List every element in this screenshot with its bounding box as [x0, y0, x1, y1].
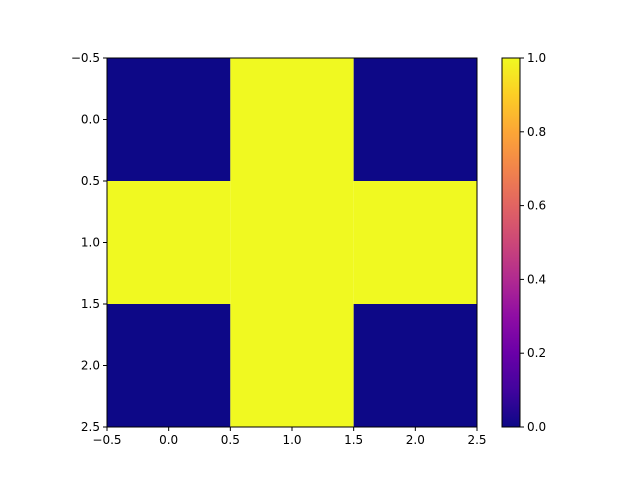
colorbar-tick-label: 0.8 [527, 125, 546, 139]
colorbar-tick-label: 0.2 [527, 346, 546, 360]
heatmap-cell-r1-c1 [230, 181, 354, 304]
heatmap-cell-r2-c2 [353, 304, 477, 427]
colorbar: 0.0 0.2 0.4 0.6 0.8 1.0 [501, 51, 546, 434]
y-tick-label: 1.5 [81, 297, 100, 311]
colorbar-tick-label: 0.0 [527, 420, 546, 434]
x-tick-label: 2.5 [467, 433, 486, 447]
colorbar-gradient [502, 58, 520, 427]
y-tick-label: 2.5 [81, 420, 100, 434]
x-tick-label: 1.5 [344, 433, 363, 447]
heatmap-cells [107, 58, 477, 427]
plot-axes: −0.5 0.0 0.5 1.0 1.5 2.0 2.5−0.50.00.51.01.52.… [71, 51, 487, 447]
colorbar-frame [501, 57, 521, 428]
heatmap-cell-r0-c0 [107, 58, 231, 181]
heatmap-cell-r0-c2 [353, 58, 477, 181]
heatmap-cell-r1-c2 [353, 181, 477, 304]
colorbar-tick-label: 1.0 [527, 51, 546, 65]
heatmap-cell-r2-c0 [107, 304, 231, 427]
colorbar-tick-label: 0.4 [527, 272, 546, 286]
x-tick-label: 1.0 [282, 433, 301, 447]
heatmap-cell-r2-c1 [230, 304, 354, 427]
y-tick-label: 0.5 [81, 174, 100, 188]
y-tick-label: 0.0 [81, 113, 100, 127]
colorbar-tick-label: 0.6 [527, 199, 546, 213]
x-tick-label: 0.0 [159, 433, 178, 447]
y-tick-label: −0.5 [71, 51, 100, 65]
heatmap-cell-r0-c1 [230, 58, 354, 181]
y-tick-label: 1.0 [81, 236, 100, 250]
x-tick-label: −0.5 [92, 433, 121, 447]
x-tick-label: 2.0 [406, 433, 425, 447]
y-tick-label: 2.0 [81, 359, 100, 373]
heatmap-cell-r1-c0 [107, 181, 231, 304]
x-tick-label: 0.5 [221, 433, 240, 447]
